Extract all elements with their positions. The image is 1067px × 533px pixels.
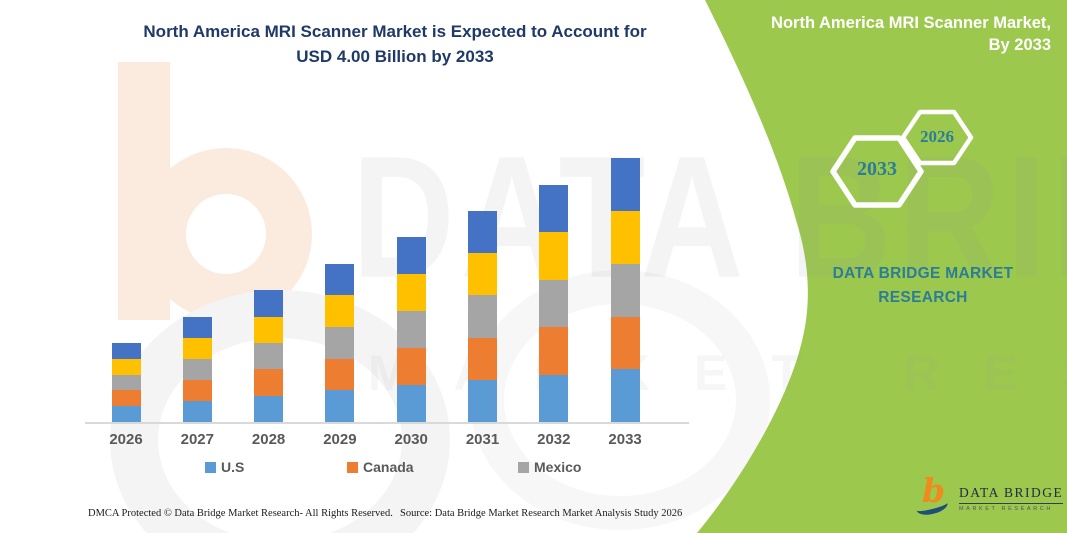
bar-segment-series5 — [111, 342, 141, 359]
bar-segment-Mexico — [182, 358, 212, 380]
bar-segment-Canada — [325, 358, 355, 391]
x-axis-label-2029: 2029 — [323, 431, 357, 448]
panel-title: North America MRI Scanner Market, By 203… — [771, 14, 1051, 55]
bar-segment-Mexico — [325, 327, 355, 359]
x-axis-label-2027: 2027 — [180, 431, 214, 448]
page-title: North America MRI Scanner Market is Expe… — [143, 22, 647, 66]
bar-segment-series5 — [468, 211, 497, 254]
bar-segment-U.S — [468, 379, 497, 422]
bar-segment-Mexico — [396, 311, 426, 349]
bar-2031 — [468, 211, 497, 422]
footer-source: Source: Data Bridge Market Research Mark… — [400, 508, 683, 519]
logo-brand-text: DATA BRIDGE — [959, 485, 1064, 504]
bar-2030 — [396, 237, 426, 422]
hexagons-graphic — [830, 109, 974, 208]
bar-2028 — [254, 290, 284, 422]
data-bridge-logo-icon: b — [914, 472, 952, 519]
x-axis-label-2030: 2030 — [394, 431, 428, 448]
bar-segment-Mexico — [254, 342, 284, 370]
bar-segment-Mexico — [539, 279, 569, 328]
legend-swatch-icon — [205, 461, 216, 473]
bar-segment-U.S — [325, 390, 355, 422]
brand-text: DATA BRIDGE MARKET RESEARCH — [832, 265, 1014, 307]
bar-segment-U.S — [396, 385, 426, 422]
bar-segment-series4 — [468, 253, 497, 296]
legend-label: Mexico — [534, 459, 582, 475]
bar-segment-series4 — [111, 358, 141, 375]
hexagon-year-2033: 2033 — [857, 158, 897, 180]
bar-2026 — [111, 342, 141, 422]
bar-segment-U.S — [539, 374, 569, 422]
bar-segment-series4 — [325, 295, 355, 328]
bar-segment-series4 — [254, 316, 284, 343]
bar-segment-U.S — [111, 406, 141, 422]
legend-label: Canada — [363, 459, 414, 475]
bar-segment-series5 — [325, 263, 355, 296]
x-axis-label-2026: 2026 — [109, 431, 143, 448]
bar-segment-series5 — [610, 158, 640, 212]
bar-2033 — [610, 158, 640, 422]
hexagon-2026 — [900, 109, 974, 166]
bar-segment-U.S — [610, 369, 640, 422]
legend-item-Mexico: Mexico — [518, 459, 581, 475]
bar-segment-Mexico — [610, 263, 640, 317]
stacked-bar-chart: 2026 2027 2028 2029 2030 2031 2032 2033 U.S Canad… — [85, 158, 689, 475]
x-axis-label-2032: 2032 — [537, 431, 571, 448]
footer-copyright: DMCA Protected © Data Bridge Market Rese… — [88, 508, 393, 519]
bar-segment-Canada — [468, 337, 497, 380]
bar-2032 — [539, 184, 569, 422]
hexagon-year-2026: 2026 — [920, 127, 954, 146]
bar-segment-Canada — [182, 379, 212, 401]
bar-2027 — [182, 316, 212, 422]
hexagon-2033 — [830, 135, 924, 208]
x-axis-label-2028: 2028 — [251, 431, 286, 448]
legend-swatch-icon — [518, 461, 529, 473]
bar-2029 — [325, 263, 355, 422]
logo-sub-text: MARKET RESEARCH — [959, 505, 1053, 512]
bar-segment-series4 — [182, 337, 212, 359]
legend-label: U.S — [221, 459, 245, 475]
legend-swatch-icon — [347, 461, 358, 473]
bar-segment-series5 — [539, 184, 569, 233]
x-axis-line — [85, 422, 689, 424]
bar-segment-Mexico — [468, 295, 497, 338]
bar-segment-series5 — [396, 237, 426, 275]
legend-item-U.S: U.S — [205, 459, 244, 475]
bar-segment-series4 — [539, 232, 569, 280]
bar-segment-series4 — [396, 274, 426, 312]
bar-segment-U.S — [182, 400, 212, 422]
bar-segment-Canada — [539, 327, 569, 375]
bar-segment-U.S — [254, 395, 284, 422]
bar-segment-series5 — [254, 290, 284, 317]
x-axis-label-2033: 2033 — [608, 431, 642, 448]
data-bridge-logo: b DATA BRIDGE MARKET RESEARCH — [914, 472, 1064, 519]
legend-item-Canada: Canada — [347, 459, 414, 475]
bar-segment-series4 — [610, 211, 640, 264]
bar-segment-Canada — [396, 348, 426, 386]
bar-segment-Canada — [610, 316, 640, 370]
bar-segment-Mexico — [111, 374, 141, 391]
bar-segment-series5 — [182, 316, 212, 338]
bar-segment-Canada — [111, 390, 141, 407]
bar-segment-Canada — [254, 369, 284, 396]
x-axis-label-2031: 2031 — [465, 431, 500, 448]
